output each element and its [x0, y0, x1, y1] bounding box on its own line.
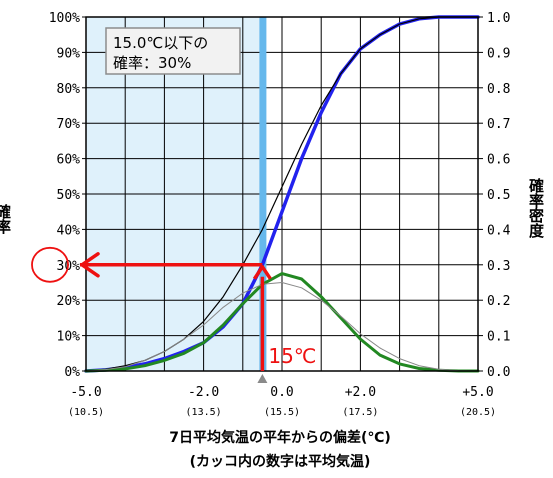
x-axis-label-line2: (カッコ内の数字は平均気温)	[190, 453, 371, 470]
x-tick-label: +5.0	[462, 385, 493, 400]
y-left-label: 確率	[0, 203, 12, 235]
x-tick-label: +2.0	[345, 385, 376, 400]
probability-highlight-circle	[31, 246, 69, 283]
threshold-band	[259, 17, 267, 371]
x-tick-sublabel: (20.5)	[460, 407, 496, 418]
annotation-line1: 15.0℃以下の	[113, 34, 208, 52]
x-tick-sublabel: (13.5)	[186, 407, 222, 418]
y-left-tick-label: 100%	[49, 11, 80, 26]
y-right-tick-label: 0.6	[487, 153, 510, 168]
x-tick-sublabel: (10.5)	[68, 407, 104, 418]
x-tick-sublabel: (17.5)	[342, 407, 378, 418]
y-right-tick-label: 0.7	[487, 117, 510, 132]
y-left-tick-label: 50%	[57, 188, 81, 203]
series-line-density-forecast	[84, 272, 480, 373]
y-right-tick-label: 0.1	[487, 330, 510, 345]
y-right-tick-label: 0.8	[487, 82, 510, 97]
y-left-tick-label: 60%	[57, 153, 81, 168]
threshold-temperature-label: 15℃	[268, 344, 316, 368]
y-left-tick-label: 10%	[57, 330, 81, 345]
y-left-tick-label: 40%	[57, 223, 81, 238]
y-right-tick-label: 0.5	[487, 188, 510, 203]
y-left-tick-label: 80%	[57, 82, 81, 97]
x-tick-label: -5.0	[70, 385, 101, 400]
y-left-tick-label: 90%	[57, 46, 81, 61]
threshold-vertical-arrowhead	[252, 265, 272, 280]
y-right-label: 確率密度	[527, 177, 545, 239]
y-left-tick-label: 20%	[57, 294, 81, 309]
x-tick-label: 0.0	[270, 385, 293, 400]
threshold-marker-icon	[257, 374, 268, 383]
annotation-line2: 確率：30%	[113, 54, 191, 72]
y-right-tick-label: 0.9	[487, 46, 510, 61]
y-right-tick-label: 0.3	[487, 259, 510, 274]
y-right-tick-label: 0.2	[487, 294, 510, 309]
y-left-tick-label: 0%	[64, 365, 80, 380]
annotation-box	[105, 27, 241, 75]
x-tick-label: -2.0	[188, 385, 219, 400]
y-right-tick-label: 1.0	[487, 11, 510, 26]
y-right-tick-label: 0.4	[487, 223, 511, 238]
x-tick-sublabel: (15.5)	[264, 407, 300, 418]
probability-horizontal-arrowhead	[80, 252, 100, 278]
y-right-tick-label: 0.0	[487, 365, 510, 380]
y-left-tick-label: 70%	[57, 117, 81, 132]
x-axis-label-line1: 7日平均気温の平年からの偏差(℃)	[169, 429, 391, 446]
series-line-density-normal	[85, 282, 479, 372]
